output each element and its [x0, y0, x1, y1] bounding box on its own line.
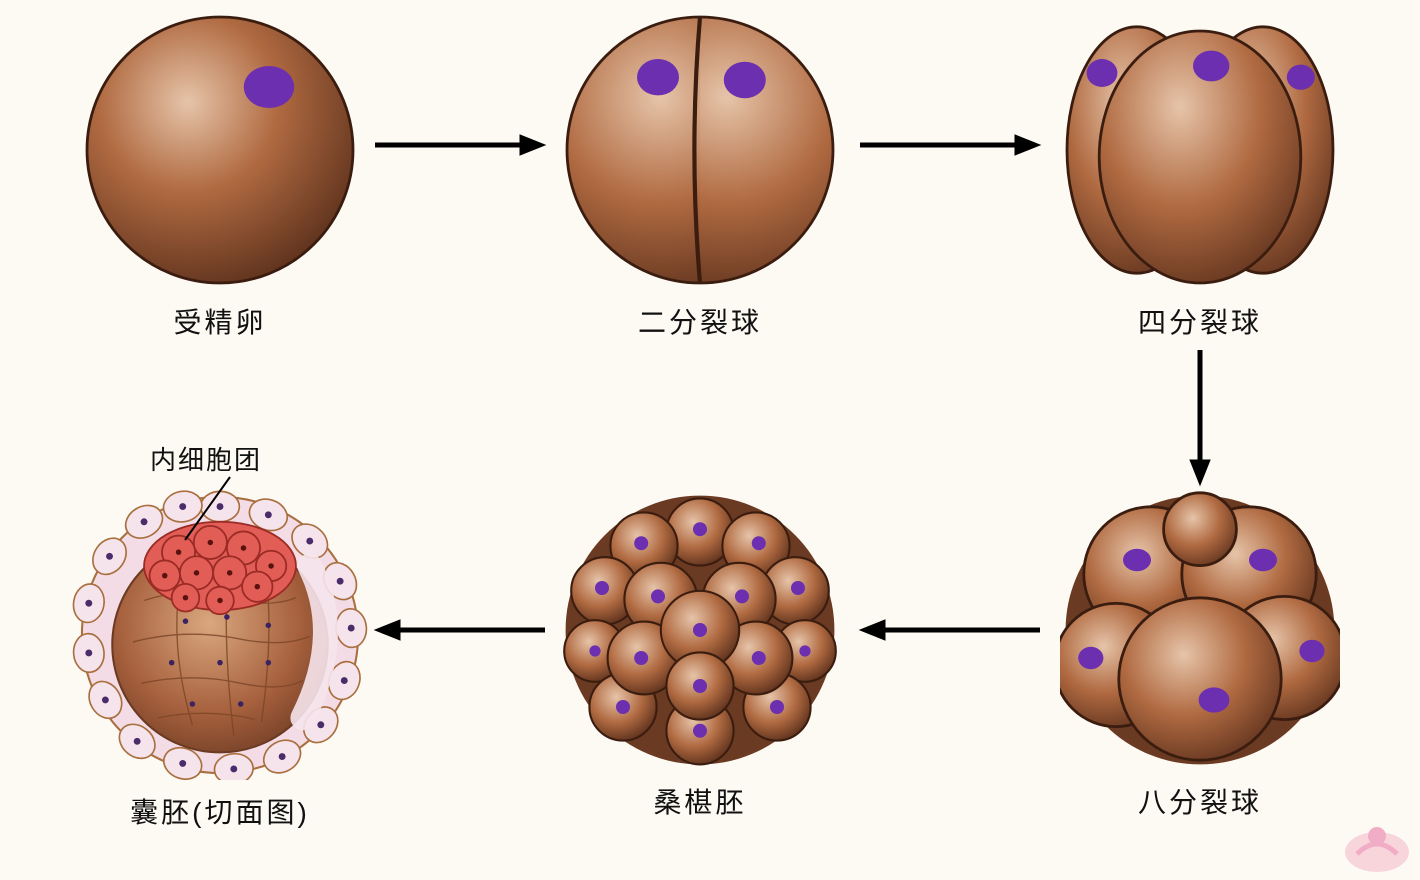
- stage-four-cell: 四分裂球: [1060, 10, 1340, 341]
- arrow-icon: [855, 615, 1045, 645]
- morula-icon: [560, 490, 840, 770]
- callout-line-icon: [180, 475, 240, 545]
- stage-morula: 桑椹胚: [560, 490, 840, 821]
- stage-eight-cell: 八分裂球: [1060, 490, 1340, 821]
- arrow-icon: [370, 130, 550, 160]
- callout-inner-cell-mass: 内细胞团: [150, 440, 262, 477]
- stage-label: 受精卵: [80, 301, 360, 341]
- two-cell-icon: [560, 10, 840, 290]
- stage-label: 桑椹胚: [560, 781, 840, 821]
- arrow-icon: [855, 130, 1045, 160]
- zygote-icon: [80, 10, 360, 290]
- stage-zygote: 受精卵: [80, 10, 360, 341]
- stage-label: 四分裂球: [1060, 301, 1340, 341]
- eight-cell-icon: [1060, 490, 1340, 770]
- arrow-icon: [370, 615, 550, 645]
- stage-label: 囊胚(切面图): [70, 791, 370, 831]
- stage-two-cell: 二分裂球: [560, 10, 840, 341]
- arrow-icon: [1185, 345, 1215, 490]
- embryo-development-diagram: 受精卵 二分裂球: [0, 0, 1420, 880]
- stage-label: 二分裂球: [560, 301, 840, 341]
- four-cell-icon: [1060, 10, 1340, 290]
- stage-label: 八分裂球: [1060, 781, 1340, 821]
- watermark-icon: [1342, 814, 1412, 874]
